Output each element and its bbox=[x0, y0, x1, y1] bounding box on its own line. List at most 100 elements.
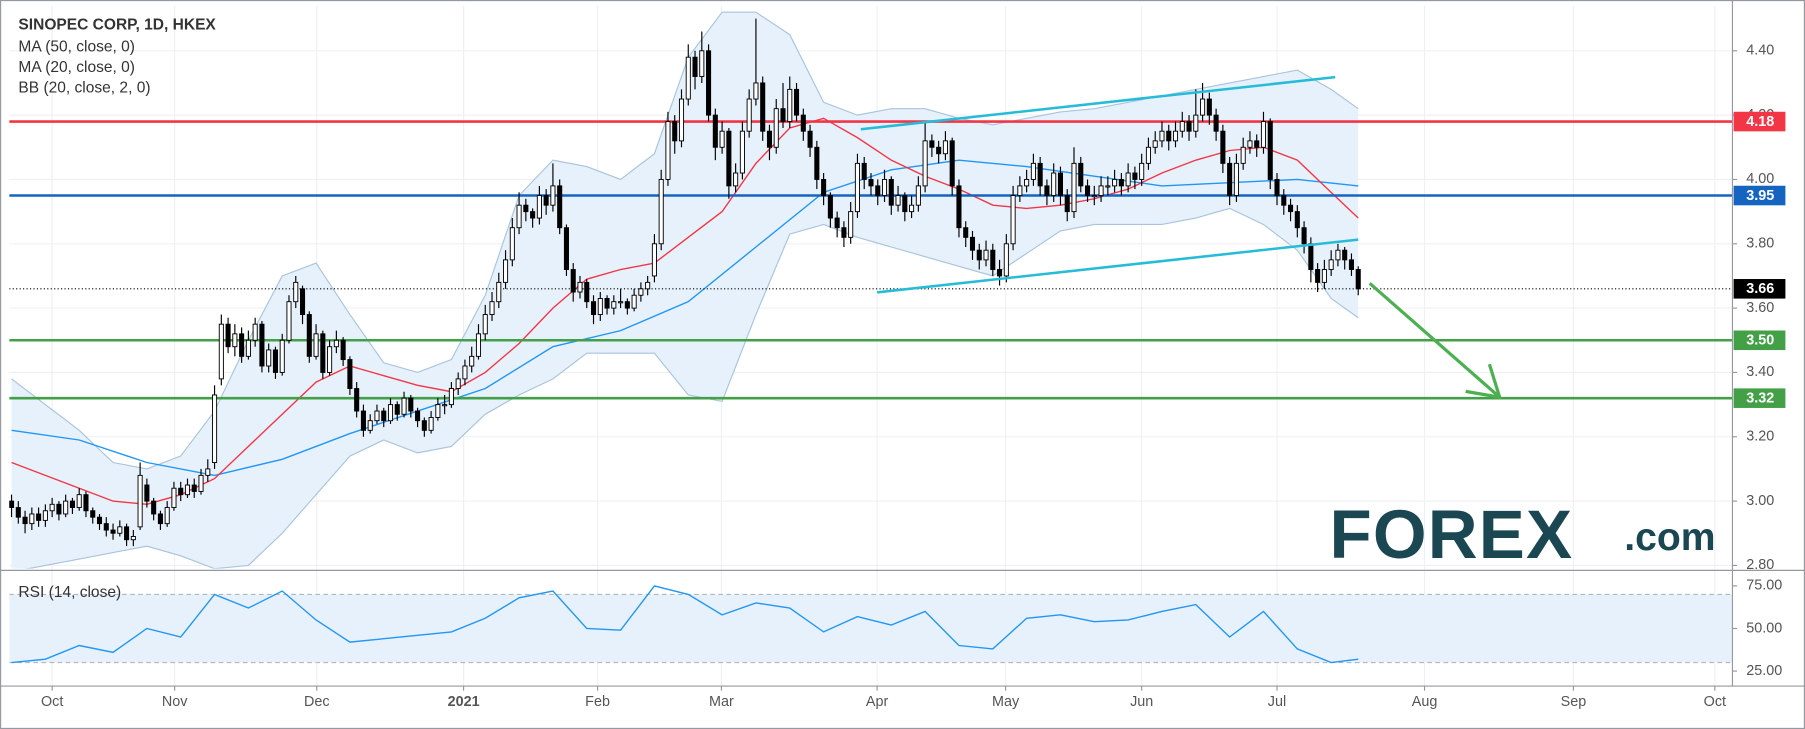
candle-body bbox=[374, 410, 380, 422]
candle-body bbox=[469, 355, 475, 367]
candle-body bbox=[259, 323, 265, 367]
candle-body bbox=[834, 217, 840, 229]
y-tick-label: 3.60 bbox=[1746, 300, 1774, 316]
candle-body bbox=[96, 516, 103, 525]
indicator-label: MA (50, close, 0) bbox=[18, 38, 135, 55]
candle-body bbox=[1348, 259, 1354, 270]
candle-body bbox=[577, 281, 583, 293]
candle-body bbox=[794, 88, 800, 116]
candle-body bbox=[753, 82, 759, 100]
candle-body bbox=[157, 513, 163, 525]
candle-body bbox=[726, 130, 732, 187]
candle-body bbox=[780, 108, 786, 123]
rsi-title: RSI (14, close) bbox=[18, 584, 121, 601]
candle-body bbox=[191, 484, 197, 492]
price-badge-label: 3.66 bbox=[1746, 281, 1774, 297]
x-tick-label: Feb bbox=[585, 694, 610, 710]
candle-body bbox=[1301, 227, 1307, 245]
channel-line bbox=[860, 75, 1336, 131]
candle-body bbox=[800, 114, 806, 132]
candle-body bbox=[489, 301, 495, 316]
candle-body bbox=[360, 410, 366, 431]
candle-body bbox=[1118, 178, 1124, 187]
candle-body bbox=[367, 420, 373, 431]
candle-body bbox=[1159, 130, 1165, 142]
logo-brand: FOREX bbox=[1330, 495, 1574, 573]
candle-body bbox=[868, 178, 874, 187]
candle-body bbox=[1233, 162, 1239, 196]
candle-body bbox=[678, 98, 685, 142]
candle-body bbox=[739, 130, 745, 174]
candle-body bbox=[712, 114, 718, 148]
candle-body bbox=[428, 417, 434, 431]
candle-body bbox=[1267, 121, 1273, 180]
y-tick-label: 3.40 bbox=[1746, 364, 1774, 380]
candle-body bbox=[1152, 140, 1158, 148]
candle-body bbox=[1179, 121, 1185, 132]
x-tick-label: Oct bbox=[41, 694, 63, 710]
candle-body bbox=[205, 468, 211, 476]
bollinger-lower bbox=[25, 207, 1359, 569]
candle-body bbox=[117, 526, 123, 534]
candle-body bbox=[387, 404, 394, 422]
candle-body bbox=[171, 487, 177, 508]
candle-body bbox=[381, 410, 387, 422]
candle-body bbox=[198, 474, 204, 492]
price-badge-label: 3.32 bbox=[1746, 391, 1774, 407]
candle-body bbox=[983, 249, 989, 261]
x-tick-label: Jun bbox=[1130, 694, 1153, 710]
candle-body bbox=[1308, 243, 1314, 270]
candle-body bbox=[733, 172, 739, 187]
candle-body bbox=[624, 301, 630, 309]
candle-body bbox=[252, 323, 258, 341]
candle-body bbox=[1172, 130, 1179, 142]
candle-body bbox=[1260, 121, 1267, 148]
candle-body bbox=[1071, 162, 1077, 213]
candle-body bbox=[347, 359, 353, 389]
candle-body bbox=[496, 281, 502, 303]
candle-body bbox=[69, 500, 75, 508]
candle-body bbox=[83, 494, 89, 512]
price-badge bbox=[1733, 279, 1786, 299]
candle-body bbox=[949, 140, 955, 187]
candle-body bbox=[245, 339, 251, 357]
price-badge-label: 3.50 bbox=[1746, 333, 1774, 349]
candle-body bbox=[699, 50, 705, 77]
candle-body bbox=[306, 314, 312, 357]
candle-body bbox=[421, 420, 427, 431]
candle-body bbox=[1010, 195, 1016, 245]
candle-body bbox=[787, 88, 793, 123]
candle-body bbox=[1132, 172, 1138, 180]
candle-body bbox=[482, 314, 488, 335]
bollinger-fill bbox=[11, 12, 1359, 569]
candle-body bbox=[773, 108, 779, 148]
candle-body bbox=[611, 301, 617, 309]
candle-body bbox=[42, 510, 48, 521]
candle-body bbox=[1003, 243, 1009, 277]
candle-body bbox=[590, 301, 597, 316]
candle-body bbox=[184, 484, 191, 496]
candle-body bbox=[936, 146, 942, 155]
candle-body bbox=[1315, 269, 1321, 283]
candle-body bbox=[1281, 195, 1287, 206]
candle-body bbox=[1125, 172, 1131, 187]
candle-body bbox=[1112, 178, 1118, 187]
candle-body bbox=[543, 195, 549, 206]
candle-body bbox=[570, 269, 576, 293]
candle-body bbox=[651, 243, 657, 277]
candle-body bbox=[293, 281, 299, 303]
candle-body bbox=[516, 204, 522, 229]
candle-body bbox=[766, 130, 773, 148]
candle-body bbox=[942, 140, 948, 155]
candle-body bbox=[1240, 146, 1246, 164]
candle-body bbox=[1247, 140, 1253, 148]
candle-body bbox=[1051, 172, 1057, 196]
candle-body bbox=[956, 185, 962, 229]
candle-body bbox=[1227, 162, 1233, 196]
candle-body bbox=[178, 487, 184, 496]
y-tick-label: 4.40 bbox=[1746, 43, 1774, 59]
rsi-y-tick-label: 75.00 bbox=[1746, 578, 1782, 594]
candle-body bbox=[550, 185, 556, 206]
